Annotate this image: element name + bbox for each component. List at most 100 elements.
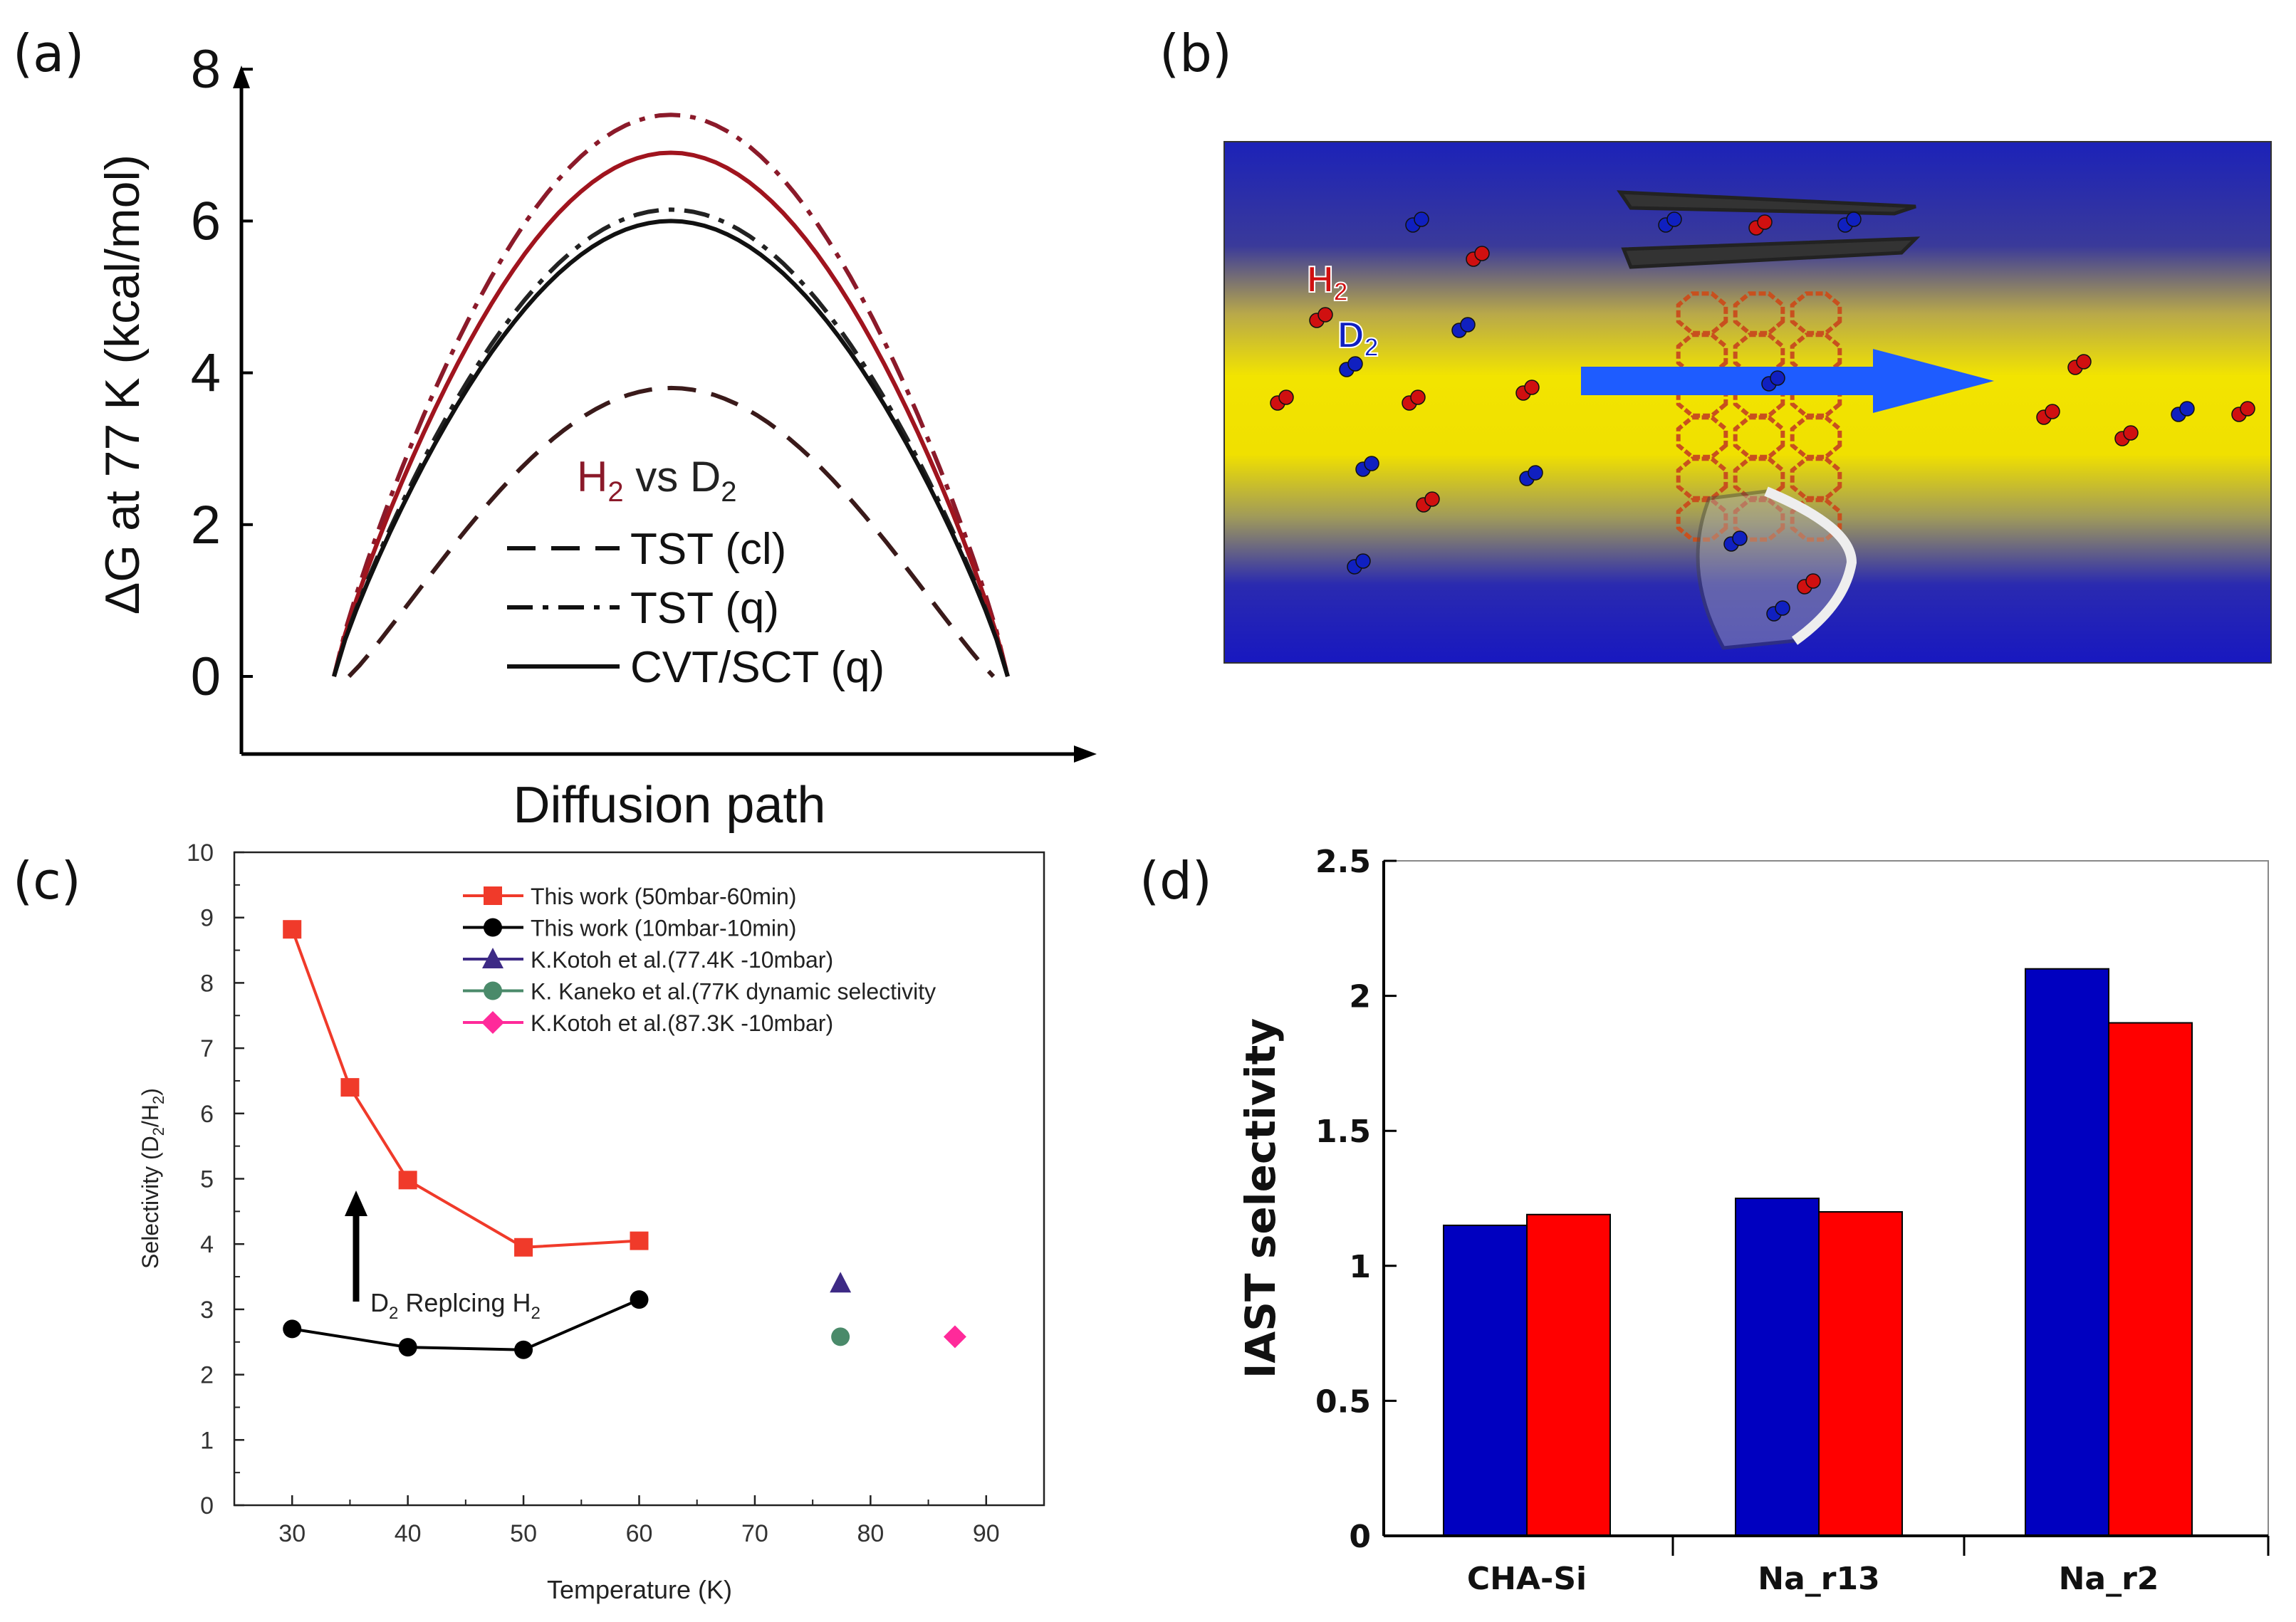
flow-arrow-icon (1873, 349, 1994, 413)
y-tick-label: 7 (200, 1035, 214, 1062)
legend-label: This work (10mbar-10min) (531, 916, 796, 941)
data-point-0-2 (398, 1171, 417, 1190)
y-tick-label: 2 (200, 1362, 214, 1389)
y-tick-label: 2 (191, 495, 221, 555)
data-point-1-3 (630, 1290, 649, 1309)
legend-title-mid: vs D (624, 453, 721, 501)
y-tick-label: 6 (191, 191, 221, 251)
d2-molecule-icon (1761, 370, 1785, 392)
curve-h2-tst-q- (332, 113, 1010, 677)
h2-molecule-icon (1270, 389, 1294, 411)
y-tick-label: 10 (187, 839, 214, 867)
y-tick-label: 2.5 (1315, 844, 1371, 880)
y-axis-title: Selectivity (D2/H2) (137, 1088, 167, 1269)
legend-label: TST (cl) (630, 525, 786, 574)
x-tick-label: Na_r2 (2059, 1561, 2159, 1597)
h2-molecule-icon (2036, 404, 2060, 425)
legend-label: This work (50mbar-60min) (531, 884, 796, 909)
y-title-sub2: 2 (150, 1096, 167, 1104)
y-tick-label: 3 (200, 1297, 214, 1324)
h2-molecule-icon (2114, 425, 2139, 446)
series-line-1 (291, 1298, 640, 1351)
h2-molecule-icon (1515, 380, 1540, 401)
h2-molecule-icon (2231, 401, 2255, 422)
d2-molecule-icon (1766, 600, 1790, 622)
d2-molecule-icon (2171, 401, 2195, 422)
x-tick-label: 80 (857, 1520, 884, 1547)
x-axis-arrow-icon (1074, 745, 1097, 763)
y-title-end: ) (137, 1088, 163, 1096)
molecules (1270, 211, 2255, 622)
annotation-d: D (370, 1288, 389, 1317)
d2-molecule-icon (1355, 456, 1379, 477)
d2-molecule-icon (1451, 317, 1476, 338)
legend-label: K.Kotoh et al.(87.3K -10mbar) (531, 1010, 833, 1036)
h2-molecule-icon (2067, 354, 2092, 375)
y-axis-title: IAST selectivity (1236, 1018, 1285, 1378)
illustration-background (1223, 141, 2272, 664)
y-tick-label: 6 (200, 1101, 214, 1128)
curve-tst-cl- (347, 385, 996, 679)
bar-na-r2-blue (2025, 968, 2109, 1537)
h2-label-sub: 2 (1334, 277, 1348, 306)
y-tick-label: 0.5 (1315, 1383, 1371, 1420)
y-axis-title: ΔG at 77 K (kcal/mol) (95, 155, 150, 614)
x-tick-label: 30 (278, 1520, 306, 1547)
x-axis-title: Temperature (K) (547, 1575, 732, 1604)
data-point-3-0 (831, 1327, 850, 1346)
legend-marker (484, 918, 502, 937)
data-point-4-0 (943, 1325, 966, 1349)
data-point-0-4 (630, 1231, 649, 1250)
data-point-1-1 (398, 1338, 417, 1357)
y-title-main: Selectivity (D (137, 1136, 163, 1269)
d2-molecule-icon (1347, 553, 1371, 575)
bar-na-r13-red (1818, 1210, 1903, 1537)
data-point-1-0 (283, 1319, 302, 1339)
x-axis-title: Diffusion path (513, 777, 826, 834)
flow-arrow-shaft (1581, 367, 1880, 395)
x-tick-label: 90 (973, 1520, 1000, 1547)
x-tick-label: Na_r13 (1758, 1561, 1879, 1597)
panel-d-iast-bar-chart: 0 0.5 1 1.5 2 2.5 CHA-Si Na_r13 Na_r2 IAST selec… (1236, 844, 2270, 1597)
d2-molecule-icon (1519, 465, 1543, 486)
h2-molecule-icon (1797, 573, 1821, 595)
d2-molecule-icon (1339, 356, 1363, 377)
annotation-mid: Replcing H (398, 1288, 531, 1317)
y-title-mid: /H (137, 1104, 163, 1127)
y-tick-label: 0 (191, 647, 221, 707)
legend-title-sub1: 2 (607, 476, 623, 508)
legend-marker (481, 1011, 504, 1034)
bar-na-r2-red (2108, 1022, 2193, 1537)
d2-molecule-icon (1405, 211, 1429, 233)
bar-na-r13-blue (1735, 1198, 1820, 1537)
data-point-0-3 (514, 1238, 533, 1257)
d2-label-sub: 2 (1364, 333, 1379, 362)
h2-molecule-icon (1748, 214, 1773, 236)
x-tick-label: CHA-Si (1467, 1561, 1587, 1597)
curve-d2-tst-q- (332, 207, 1010, 677)
annotation-text: D2 Replcing H2 (370, 1288, 541, 1323)
x-tick-label: 70 (741, 1520, 768, 1547)
d2-label-main: D (1337, 315, 1364, 356)
carbon-nanotube-icon (1696, 486, 1857, 650)
data-point-2-0 (830, 1272, 852, 1293)
data-point-1-2 (514, 1340, 533, 1359)
y-tick-label: 4 (191, 343, 221, 404)
legend-label: TST (q) (630, 584, 779, 633)
legend-marker (484, 981, 502, 1000)
h2-molecule-icon (1466, 246, 1490, 267)
curve-d2-cvt-sct-q- (332, 219, 1010, 677)
h2-molecule-icon (1309, 307, 1333, 328)
x-tick-label: 60 (626, 1520, 653, 1547)
y-tick-label: 8 (191, 39, 221, 100)
panel-label-a: (a) (13, 23, 84, 83)
legend-marker (484, 886, 502, 905)
panel-label-b: (b) (1159, 23, 1232, 83)
d2-molecule-icon (1723, 530, 1748, 552)
data-point-0-1 (340, 1078, 360, 1097)
panel-b-illustration: H2 D2 (1223, 141, 2272, 664)
y-tick-label: 8 (200, 970, 214, 997)
y-tick-label: 1 (200, 1427, 214, 1454)
annotation-sub1: 2 (389, 1304, 398, 1323)
